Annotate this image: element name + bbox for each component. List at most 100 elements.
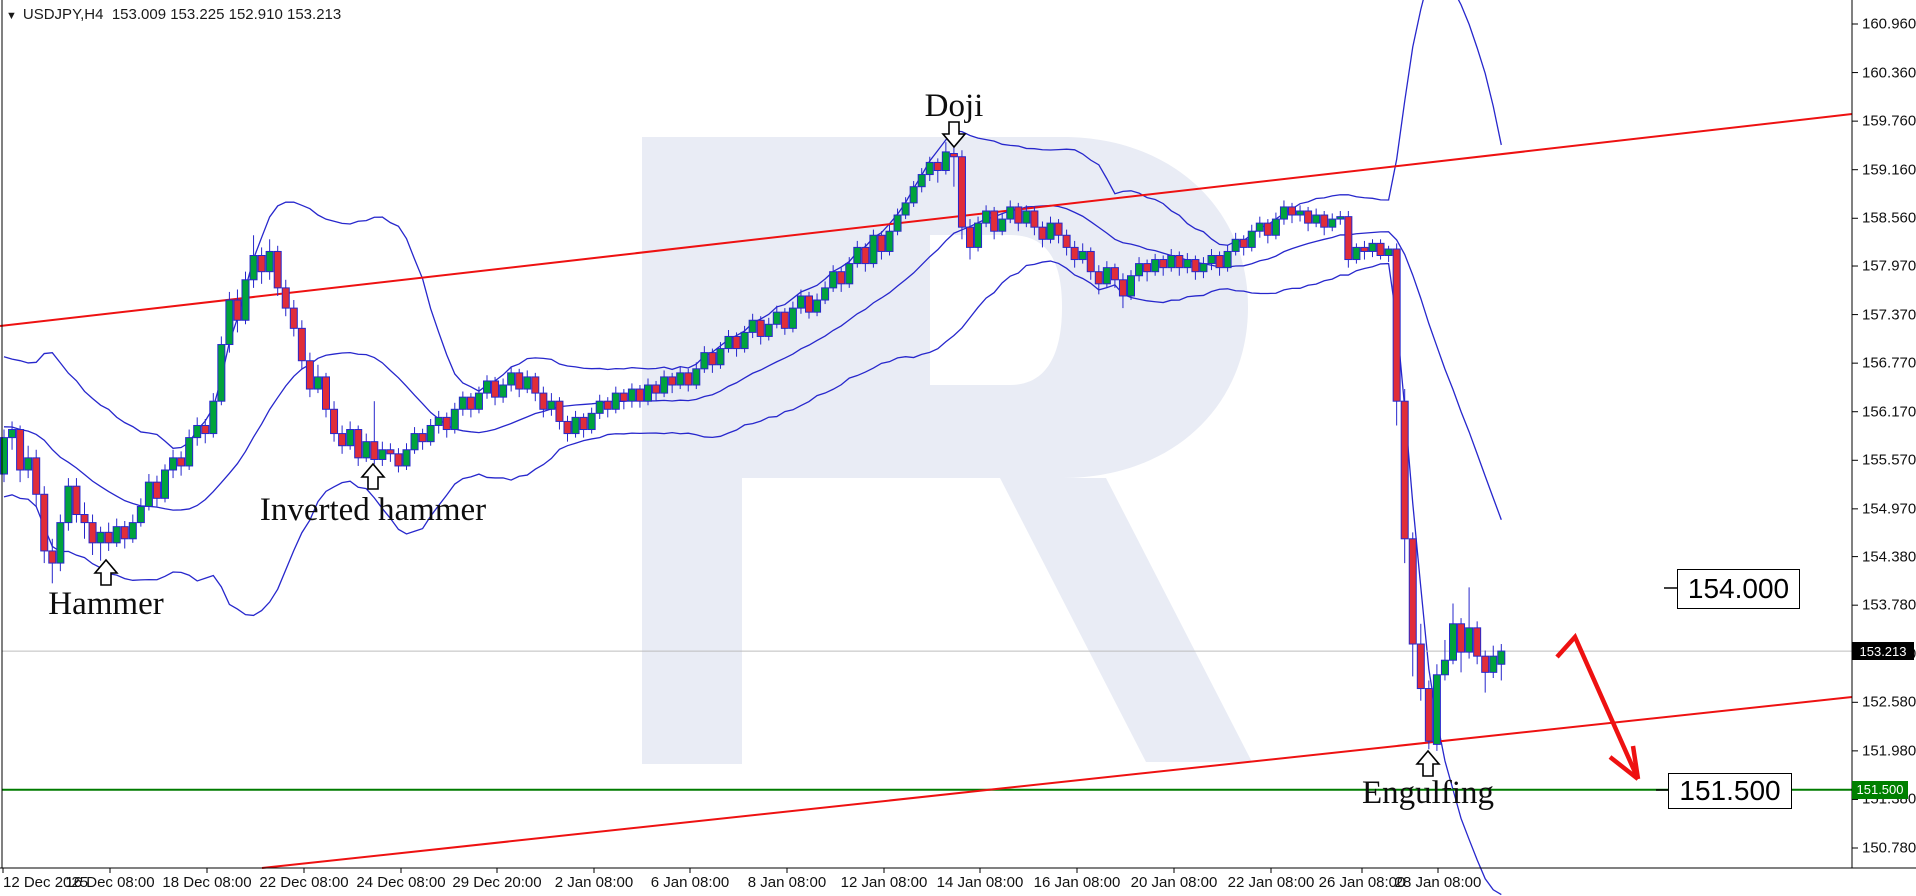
candle-body xyxy=(1296,210,1305,216)
candle-body xyxy=(297,327,306,362)
candle-body xyxy=(644,384,652,402)
candle-body xyxy=(748,319,757,333)
pattern-up-arrow-icon[interactable] xyxy=(1415,749,1441,777)
candle-body xyxy=(1263,222,1272,236)
candle-body xyxy=(676,372,685,386)
time-axis-label: 6 Jan 08:00 xyxy=(650,874,730,891)
sell-signal-arrow[interactable] xyxy=(1555,632,1641,780)
candle-body xyxy=(1143,263,1152,273)
candle-body xyxy=(257,254,266,273)
candle-body xyxy=(1255,222,1264,232)
candle-body xyxy=(1239,238,1248,248)
candle-body xyxy=(466,396,475,410)
upper-channel-trendline[interactable] xyxy=(0,113,1853,327)
price-target-box[interactable]: 151.500 xyxy=(1668,773,1792,809)
candle-body xyxy=(933,161,942,172)
candle-body xyxy=(1247,230,1256,248)
candle-body xyxy=(1440,659,1449,676)
time-axis-label: 12 Dec 2025 xyxy=(3,874,89,891)
pattern-up-arrow-icon[interactable] xyxy=(360,462,386,490)
candle-body xyxy=(225,299,234,346)
candle-body xyxy=(635,388,644,402)
candle-body xyxy=(515,372,524,390)
candle-body xyxy=(1070,246,1079,261)
price-axis-label: 151.980 xyxy=(1862,742,1916,760)
candle-body xyxy=(177,457,186,467)
candle-body xyxy=(346,429,355,447)
candle-body xyxy=(571,416,580,435)
candle-body xyxy=(434,416,443,426)
candle-body xyxy=(1006,206,1015,220)
candle-body xyxy=(88,522,97,544)
candle-body xyxy=(941,151,950,172)
pattern-label: Inverted hammer xyxy=(259,492,487,528)
candle-body xyxy=(426,424,435,443)
candle-body xyxy=(684,372,693,386)
candle-body xyxy=(64,485,73,524)
candle-body xyxy=(1288,206,1296,216)
candle-body xyxy=(909,186,918,204)
time-axis-label: 20 Jan 08:00 xyxy=(1130,874,1218,891)
candle-body xyxy=(338,433,347,447)
pattern-up-arrow-icon[interactable] xyxy=(93,558,119,586)
candle-body xyxy=(1416,643,1425,690)
candle-body xyxy=(265,250,274,273)
candle-body xyxy=(708,352,717,366)
candle-body xyxy=(732,335,741,350)
candle-body xyxy=(386,449,395,455)
candle-body xyxy=(1135,263,1144,277)
candle-body xyxy=(1312,214,1321,224)
candle-body xyxy=(1022,210,1031,224)
price-axis-label: 154.970 xyxy=(1862,500,1916,518)
candle-body xyxy=(1336,216,1345,220)
candle-body xyxy=(587,412,596,431)
candle-body xyxy=(362,441,371,459)
candle-body xyxy=(990,210,999,232)
candle-body xyxy=(1207,254,1216,265)
price-axis-label: 159.760 xyxy=(1862,112,1916,130)
candle-body xyxy=(289,307,298,329)
candle-body xyxy=(716,348,725,366)
candle-body xyxy=(450,408,459,431)
pattern-down-arrow-icon[interactable] xyxy=(941,121,967,149)
candle-body xyxy=(917,174,926,188)
lower-channel-trendline[interactable] xyxy=(261,696,1853,869)
candle-body xyxy=(1376,242,1385,256)
candle-body xyxy=(901,202,910,216)
candle-body xyxy=(1457,623,1466,653)
candle-body xyxy=(1304,210,1313,224)
candle-body xyxy=(378,449,387,460)
candle-body xyxy=(1030,210,1039,228)
candle-body xyxy=(1062,234,1071,248)
candle-body xyxy=(1481,655,1490,673)
candle-body xyxy=(169,457,178,471)
candle-body xyxy=(837,271,846,285)
price-axis-label: 150.780 xyxy=(1862,839,1916,857)
candle-body xyxy=(1497,650,1506,665)
candle-body xyxy=(805,295,813,313)
candle-body xyxy=(1094,271,1103,285)
candle-body xyxy=(1328,218,1337,228)
candle-body xyxy=(1489,655,1498,673)
level-price-marker: 151.500 xyxy=(1852,780,1908,799)
candle-body xyxy=(1215,254,1224,269)
candle-body xyxy=(700,352,709,370)
candle-body xyxy=(974,222,983,248)
price-target-box[interactable]: 154.000 xyxy=(1677,569,1800,609)
candle-body xyxy=(1078,250,1087,261)
candle-body xyxy=(652,384,661,394)
candle-body xyxy=(821,287,830,301)
candle-body xyxy=(48,550,57,564)
candle-body xyxy=(1352,246,1361,261)
candle-body xyxy=(1151,259,1160,273)
candle-body xyxy=(829,271,838,289)
candle-body xyxy=(925,161,934,176)
candle-body xyxy=(0,437,8,475)
bollinger-middle-band xyxy=(3,204,1502,520)
time-axis-label: 16 Dec 08:00 xyxy=(65,874,155,891)
candle-body xyxy=(1118,279,1127,297)
time-axis-label: 16 Jan 08:00 xyxy=(1033,874,1121,891)
candle-body xyxy=(539,392,548,410)
price-axis-label: 158.560 xyxy=(1862,209,1916,227)
